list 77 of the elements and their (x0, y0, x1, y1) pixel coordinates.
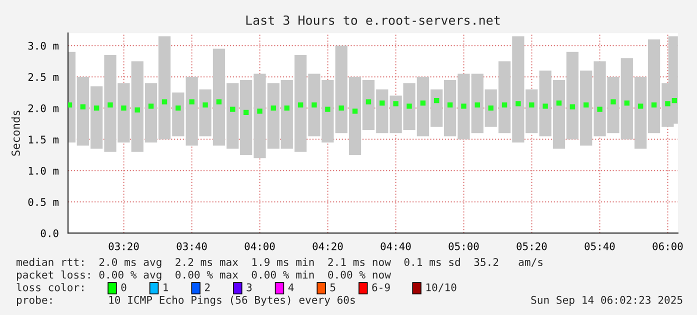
x-tick-label: 06:00 (652, 242, 683, 250)
point (121, 105, 126, 111)
point (474, 102, 480, 108)
text: 10 ICMP Echo Pings (56 Bytes) every 60s (109, 296, 355, 306)
text: packet loss: 0.00 % avg 0.00 % max 0.00 % min 0.00 % now (17, 270, 391, 281)
point (672, 98, 678, 104)
point (420, 100, 426, 106)
point (94, 105, 100, 111)
text: 2 (205, 283, 210, 292)
point (230, 106, 236, 112)
point (516, 101, 521, 106)
y-tick-label: 0.0 (40, 229, 58, 238)
chart-title: Last 3 Hours to e.root-servers.net (246, 15, 500, 25)
point (488, 105, 494, 111)
x-tick-label: 05:00 (448, 242, 479, 250)
text: median rtt: 2.0 ms avg 2.2 ms max 1.9 ms min 2.1 ms now 0.1 ms sd 35.2 am/s (16, 258, 542, 268)
x-tick-label: 05:40 (584, 242, 615, 250)
text: 4 (288, 283, 294, 292)
point (298, 102, 304, 108)
point (651, 102, 657, 108)
point (447, 102, 453, 108)
point (257, 108, 262, 114)
point (393, 101, 398, 106)
point (529, 102, 534, 108)
point (597, 106, 602, 112)
text: 6-9 (372, 283, 390, 292)
point (312, 102, 317, 108)
point (243, 110, 249, 116)
point (406, 104, 412, 109)
point (189, 99, 194, 104)
point (352, 108, 358, 114)
point (338, 105, 344, 111)
text: 1 (164, 283, 168, 292)
point (80, 104, 86, 110)
point (638, 104, 644, 109)
point (502, 102, 508, 108)
text: 0 (121, 283, 126, 292)
point (366, 99, 372, 104)
point (624, 100, 630, 106)
x-tick-label: 03:20 (108, 242, 139, 250)
point (284, 105, 290, 111)
point (270, 105, 276, 111)
point (461, 104, 466, 109)
point (202, 102, 208, 108)
point (216, 99, 222, 104)
point (570, 104, 576, 110)
y-tick-label: 3.0 m (28, 42, 58, 50)
point (556, 100, 562, 106)
point (134, 107, 140, 113)
point (542, 104, 548, 109)
point (610, 99, 616, 104)
point (584, 102, 589, 108)
y-tick-label: 2.5 m (28, 73, 58, 81)
x-tick-label: 05:20 (516, 242, 547, 250)
y-tick-label: 1.5 m (28, 136, 58, 144)
point (380, 100, 385, 106)
x-tick-label: 04:40 (380, 242, 411, 250)
point (148, 104, 154, 109)
text: probe: (17, 296, 52, 306)
text: 10/10 (426, 283, 456, 292)
y-axis-title: Seconds (11, 110, 20, 156)
y-tick-label: 0.5 m (28, 198, 58, 206)
text: 3 (246, 283, 252, 292)
point (325, 106, 330, 112)
x-tick-label: 04:20 (312, 242, 343, 250)
x-tick-label: 04:00 (244, 242, 275, 250)
point (176, 105, 181, 111)
x-tick-label: 03:40 (176, 242, 207, 250)
point (162, 99, 168, 104)
text: loss color: (16, 283, 84, 292)
point (108, 102, 113, 108)
text: Sun Sep 14 06:02:23 2025 (531, 296, 682, 306)
y-tick-label: 1.0 m (28, 166, 58, 175)
y-tick-label: 2.0 m (28, 104, 58, 112)
point (434, 98, 440, 104)
point (665, 101, 670, 106)
text: 5 (330, 283, 336, 292)
